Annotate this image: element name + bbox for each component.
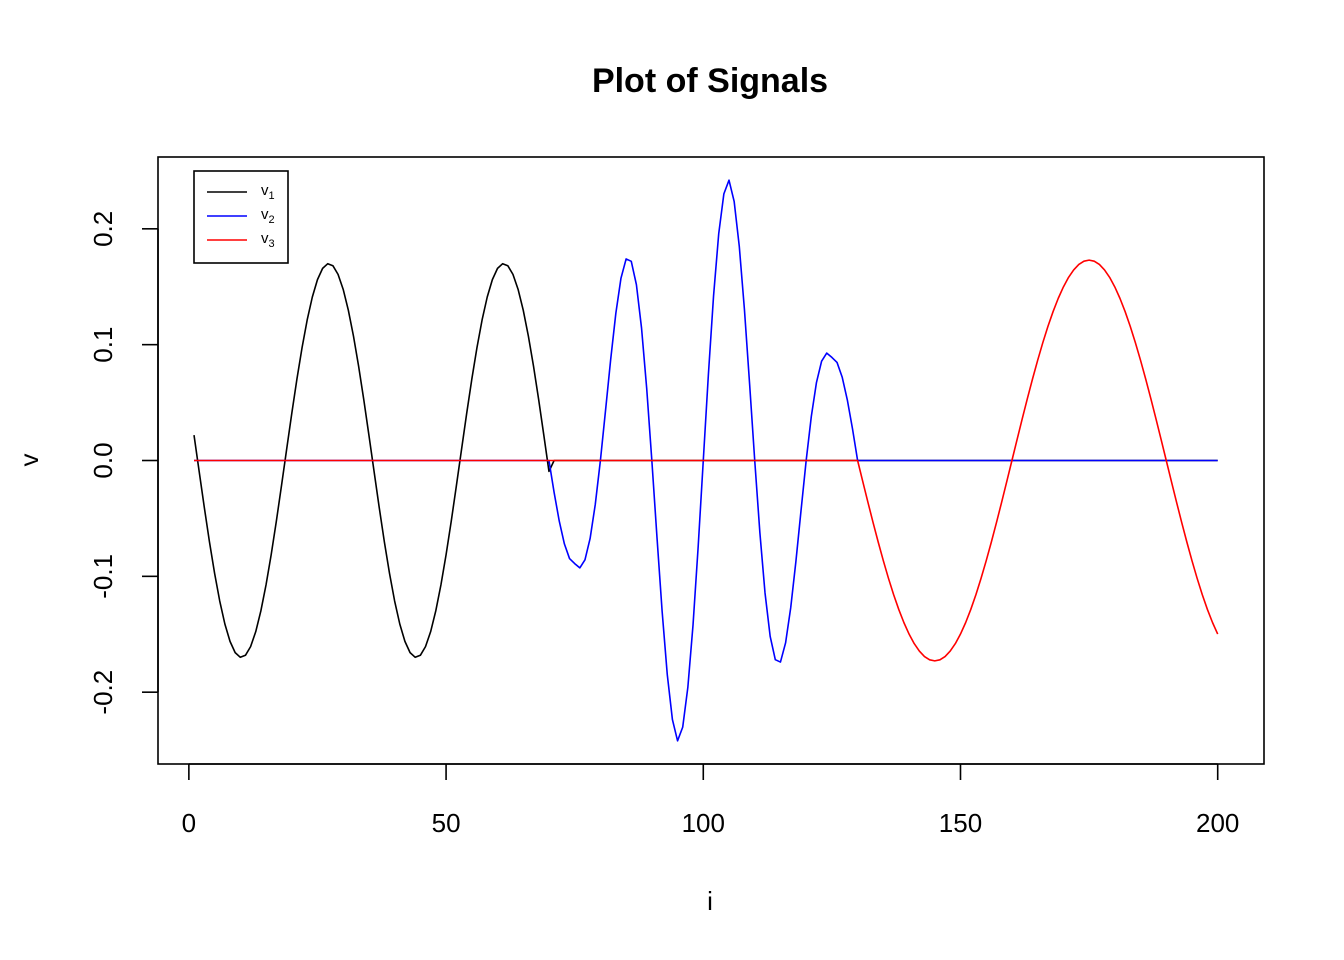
x-tick-label: 150 [939,808,982,838]
x-tick-label: 200 [1196,808,1239,838]
x-tick-label: 100 [682,808,725,838]
chart-title: Plot of Signals [592,62,828,100]
x-tick-label: 50 [432,808,461,838]
x-tick-label: 0 [182,808,196,838]
series-v3-line [194,259,1219,662]
y-tick-label: -0.1 [88,554,118,599]
legend: v1 v2 v3 [193,170,289,264]
y-axis-label: v [14,454,44,467]
x-axis: 0 50 100 150 200 [182,763,1239,838]
legend-label: v1 [261,182,275,202]
legend-label: v2 [261,206,275,226]
series-layer [193,179,1219,742]
y-axis: -0.2 -0.1 0.0 0.1 0.2 [88,211,159,715]
y-tick-label: 0.1 [88,327,118,363]
y-tick-label: 0.2 [88,211,118,247]
y-tick-label: -0.2 [88,670,118,715]
x-axis-label: i [707,886,713,916]
y-tick-label: 0.0 [88,442,118,478]
legend-label: v3 [261,230,275,250]
legend-box [193,170,289,264]
